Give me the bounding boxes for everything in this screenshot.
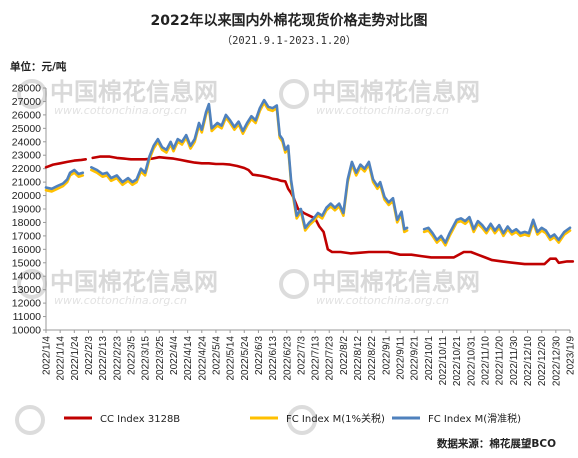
unit-label: 单位：元/吨 bbox=[10, 60, 67, 73]
watermark-layer: 中国棉花信息网www.cottonchina.org.cn中国棉花信息网www.… bbox=[15, 78, 480, 435]
watermark-url: www.cottonchina.org.cn bbox=[54, 104, 187, 117]
watermark-url: www.cottonchina.org.cn bbox=[316, 104, 449, 117]
x-tick-label: 2022/12/30 bbox=[551, 336, 562, 386]
x-tick-label: 2022/6/23 bbox=[282, 336, 293, 381]
x-tick-label: 2022/9/11 bbox=[396, 336, 407, 380]
x-tick-label: 2023/1/9 bbox=[566, 336, 577, 375]
y-tick-label: 13000 bbox=[12, 284, 41, 296]
y-tick-label: 25000 bbox=[12, 123, 41, 135]
source-note: 数据来源：棉花展望BCO bbox=[436, 437, 556, 450]
x-tick-label: 2022/3/5 bbox=[126, 336, 137, 375]
y-tick-label: 27000 bbox=[12, 96, 41, 108]
series-line bbox=[422, 215, 572, 244]
x-tick-label: 2022/11/30 bbox=[509, 336, 520, 386]
x-tick-label: 2022/4/14 bbox=[183, 336, 194, 381]
x-tick-label: 2022/3/25 bbox=[155, 336, 166, 381]
watermark-text: 中国棉花信息网 bbox=[50, 268, 218, 296]
watermark-text: 中国棉花信息网 bbox=[312, 78, 480, 106]
x-tick-label: 2022/1/4 bbox=[42, 336, 53, 375]
watermark-logo bbox=[279, 269, 309, 299]
x-tick-label: 2022/10/11 bbox=[438, 336, 449, 386]
series-line bbox=[44, 171, 85, 193]
y-tick-label: 10000 bbox=[12, 325, 41, 337]
watermark-logo bbox=[287, 405, 317, 435]
y-tick-label: 26000 bbox=[12, 109, 41, 121]
series-3 bbox=[44, 98, 572, 244]
watermark-logo bbox=[17, 269, 47, 299]
legend: CC Index 3128B FC Index M(1%关税) FC Index M… bbox=[64, 412, 521, 425]
x-tick-label: 2022/10/21 bbox=[452, 336, 463, 386]
x-tick-label: 2022/6/3 bbox=[254, 336, 265, 375]
x-tick-label: 2022/7/23 bbox=[325, 336, 336, 381]
chart-title: 2022年以来国内外棉花现货价格走势对比图 bbox=[151, 12, 428, 29]
y-tick-label: 16000 bbox=[12, 244, 41, 256]
y-tick-label: 19000 bbox=[12, 204, 41, 216]
legend-label: CC Index 3128B bbox=[100, 414, 180, 425]
series-line bbox=[44, 158, 87, 169]
watermark-logo bbox=[279, 79, 309, 109]
watermark-url: www.cottonchina.org.cn bbox=[316, 294, 449, 307]
x-tick-label: 2022/4/24 bbox=[197, 336, 208, 381]
x-tick-label: 2022/2/3 bbox=[84, 336, 95, 375]
y-tick-label: 21000 bbox=[12, 177, 41, 189]
x-tick-label: 2022/12/10 bbox=[523, 336, 534, 386]
series-1 bbox=[44, 155, 575, 266]
y-tick-label: 17000 bbox=[12, 230, 41, 242]
legend-label: FC Index M(滑准税) bbox=[428, 412, 521, 425]
x-tick-label: 2022/6/13 bbox=[268, 336, 279, 381]
series-line bbox=[90, 98, 409, 231]
plot-area bbox=[44, 98, 575, 266]
x-tick-label: 2022/11/20 bbox=[495, 336, 506, 386]
y-tick-label: 28000 bbox=[12, 83, 41, 95]
x-tick-label: 2022/8/12 bbox=[353, 336, 364, 381]
x-tick-label: 2022/8/22 bbox=[367, 336, 378, 381]
y-tick-label: 15000 bbox=[12, 257, 41, 269]
y-tick-label: 24000 bbox=[12, 136, 41, 148]
x-tick-label: 2022/8/2 bbox=[339, 336, 350, 375]
y-tick-label: 12000 bbox=[12, 298, 41, 310]
legend-label: FC Index M(1%关税) bbox=[286, 412, 385, 425]
x-tick-label: 2022/7/13 bbox=[311, 336, 322, 381]
x-tick-label: 2022/9/1 bbox=[381, 336, 392, 375]
x-tick-label: 2022/4/4 bbox=[169, 336, 180, 375]
x-tick-label: 2022/10/31 bbox=[466, 336, 477, 386]
y-tick-label: 11000 bbox=[13, 311, 42, 323]
chart-subtitle: （2021.9.1-2023.1.20） bbox=[222, 35, 357, 47]
x-tick-label: 2022/3/15 bbox=[141, 336, 152, 381]
series-line bbox=[44, 168, 85, 191]
y-tick-label: 20000 bbox=[12, 190, 41, 202]
y-tick-label: 18000 bbox=[12, 217, 41, 229]
x-tick-label: 2022/5/24 bbox=[240, 336, 251, 381]
x-tick-label: 2022/1/24 bbox=[70, 336, 81, 381]
x-tick-label: 2022/5/14 bbox=[226, 336, 237, 381]
x-tick-label: 2022/2/13 bbox=[98, 336, 109, 381]
x-tick-label: 2022/12/20 bbox=[537, 336, 548, 386]
y-tick-label: 22000 bbox=[12, 163, 41, 175]
watermark-url: www.cottonchina.org.cn bbox=[54, 294, 187, 307]
y-tick-label: 23000 bbox=[12, 150, 41, 162]
watermark-logo bbox=[17, 79, 47, 109]
series-line bbox=[91, 155, 575, 266]
watermark-logo bbox=[15, 405, 45, 435]
watermark-text: 中国棉花信息网 bbox=[50, 78, 218, 106]
watermark-text: 中国棉花信息网 bbox=[312, 268, 480, 296]
x-tick-label: 2022/9/21 bbox=[410, 336, 421, 381]
y-tick-label: 14000 bbox=[12, 271, 41, 283]
x-tick-label: 2022/7/3 bbox=[296, 336, 307, 375]
x-tick-label: 2022/11/10 bbox=[481, 336, 492, 386]
x-tick-label: 2022/5/4 bbox=[211, 336, 222, 375]
x-tick-label: 2022/1/14 bbox=[56, 336, 67, 381]
x-tick-label: 2022/10/1 bbox=[424, 336, 435, 381]
x-tick-label: 2022/2/23 bbox=[112, 336, 123, 381]
